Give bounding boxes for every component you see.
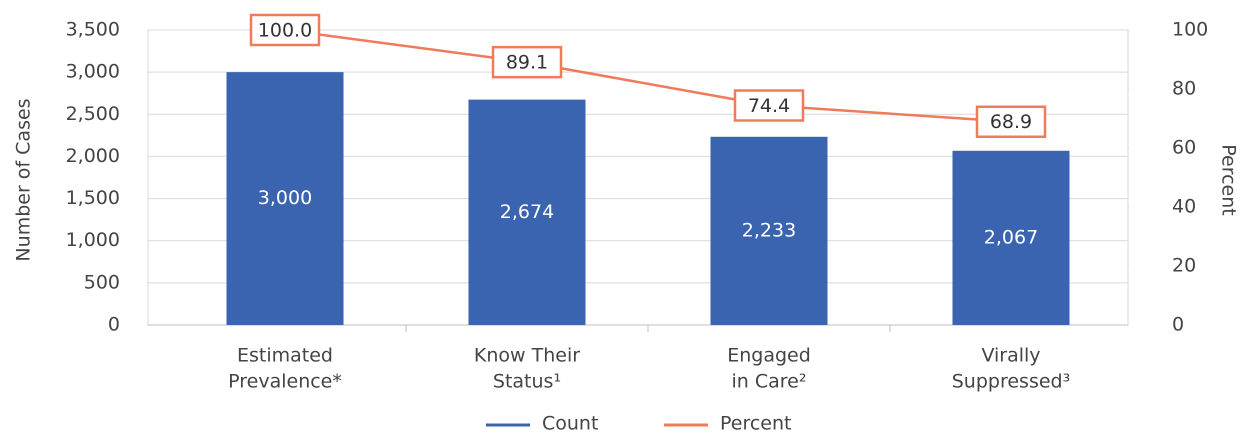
x-tick-label: Suppressed³ — [952, 371, 1070, 393]
y-tick-label: 1,000 — [66, 229, 120, 251]
bar-value-label: 3,000 — [258, 187, 312, 209]
y-tick-label: 3,000 — [66, 61, 120, 83]
bar — [710, 136, 828, 325]
bar — [468, 99, 586, 326]
y-tick-label: 2,500 — [66, 103, 120, 125]
value-label-box — [491, 45, 563, 79]
value-label-box — [733, 89, 805, 122]
bar-value-label: 2,233 — [742, 219, 796, 241]
y-tick-label: 3,500 — [66, 19, 120, 41]
y2-tick-label: 100 — [1172, 19, 1208, 41]
y2-axis-title: Percent — [1218, 144, 1240, 216]
y2-tick-label: 40 — [1172, 196, 1196, 218]
y2-tick-label: 60 — [1172, 137, 1196, 159]
x-tick-label: Status¹ — [493, 371, 561, 393]
x-tick-label: Virally — [981, 345, 1040, 367]
y-tick-label: 500 — [84, 271, 120, 293]
bar-value-label: 2,674 — [500, 201, 554, 223]
value-label-box — [249, 13, 321, 47]
x-tick-label: Engaged — [727, 345, 811, 367]
x-tick-label: Prevalence* — [228, 371, 342, 393]
x-tick-label: in Care² — [732, 371, 807, 393]
legend-label: Count — [542, 413, 598, 434]
legend-label: Percent — [720, 413, 792, 434]
y2-tick-label: 0 — [1172, 314, 1184, 336]
y-tick-label: 1,500 — [66, 187, 120, 209]
line-value-label: 74.4 — [748, 95, 790, 117]
y2-tick-label: 20 — [1172, 255, 1196, 277]
y2-tick-label: 80 — [1172, 78, 1196, 100]
x-tick-label: Know Their — [474, 345, 580, 367]
line-value-label: 89.1 — [506, 52, 548, 74]
x-tick-label: Estimated — [237, 345, 333, 367]
y-tick-label: 2,000 — [66, 145, 120, 167]
y-tick-label: 0 — [108, 314, 120, 336]
bar — [952, 150, 1070, 325]
line-value-label: 68.9 — [990, 111, 1032, 133]
line-value-label: 100.0 — [258, 20, 312, 42]
bar-value-label: 2,067 — [984, 226, 1038, 248]
bar — [226, 72, 344, 326]
value-label-box — [975, 105, 1047, 138]
y-axis-title: Number of Cases — [13, 98, 35, 261]
line — [284, 28, 1012, 123]
